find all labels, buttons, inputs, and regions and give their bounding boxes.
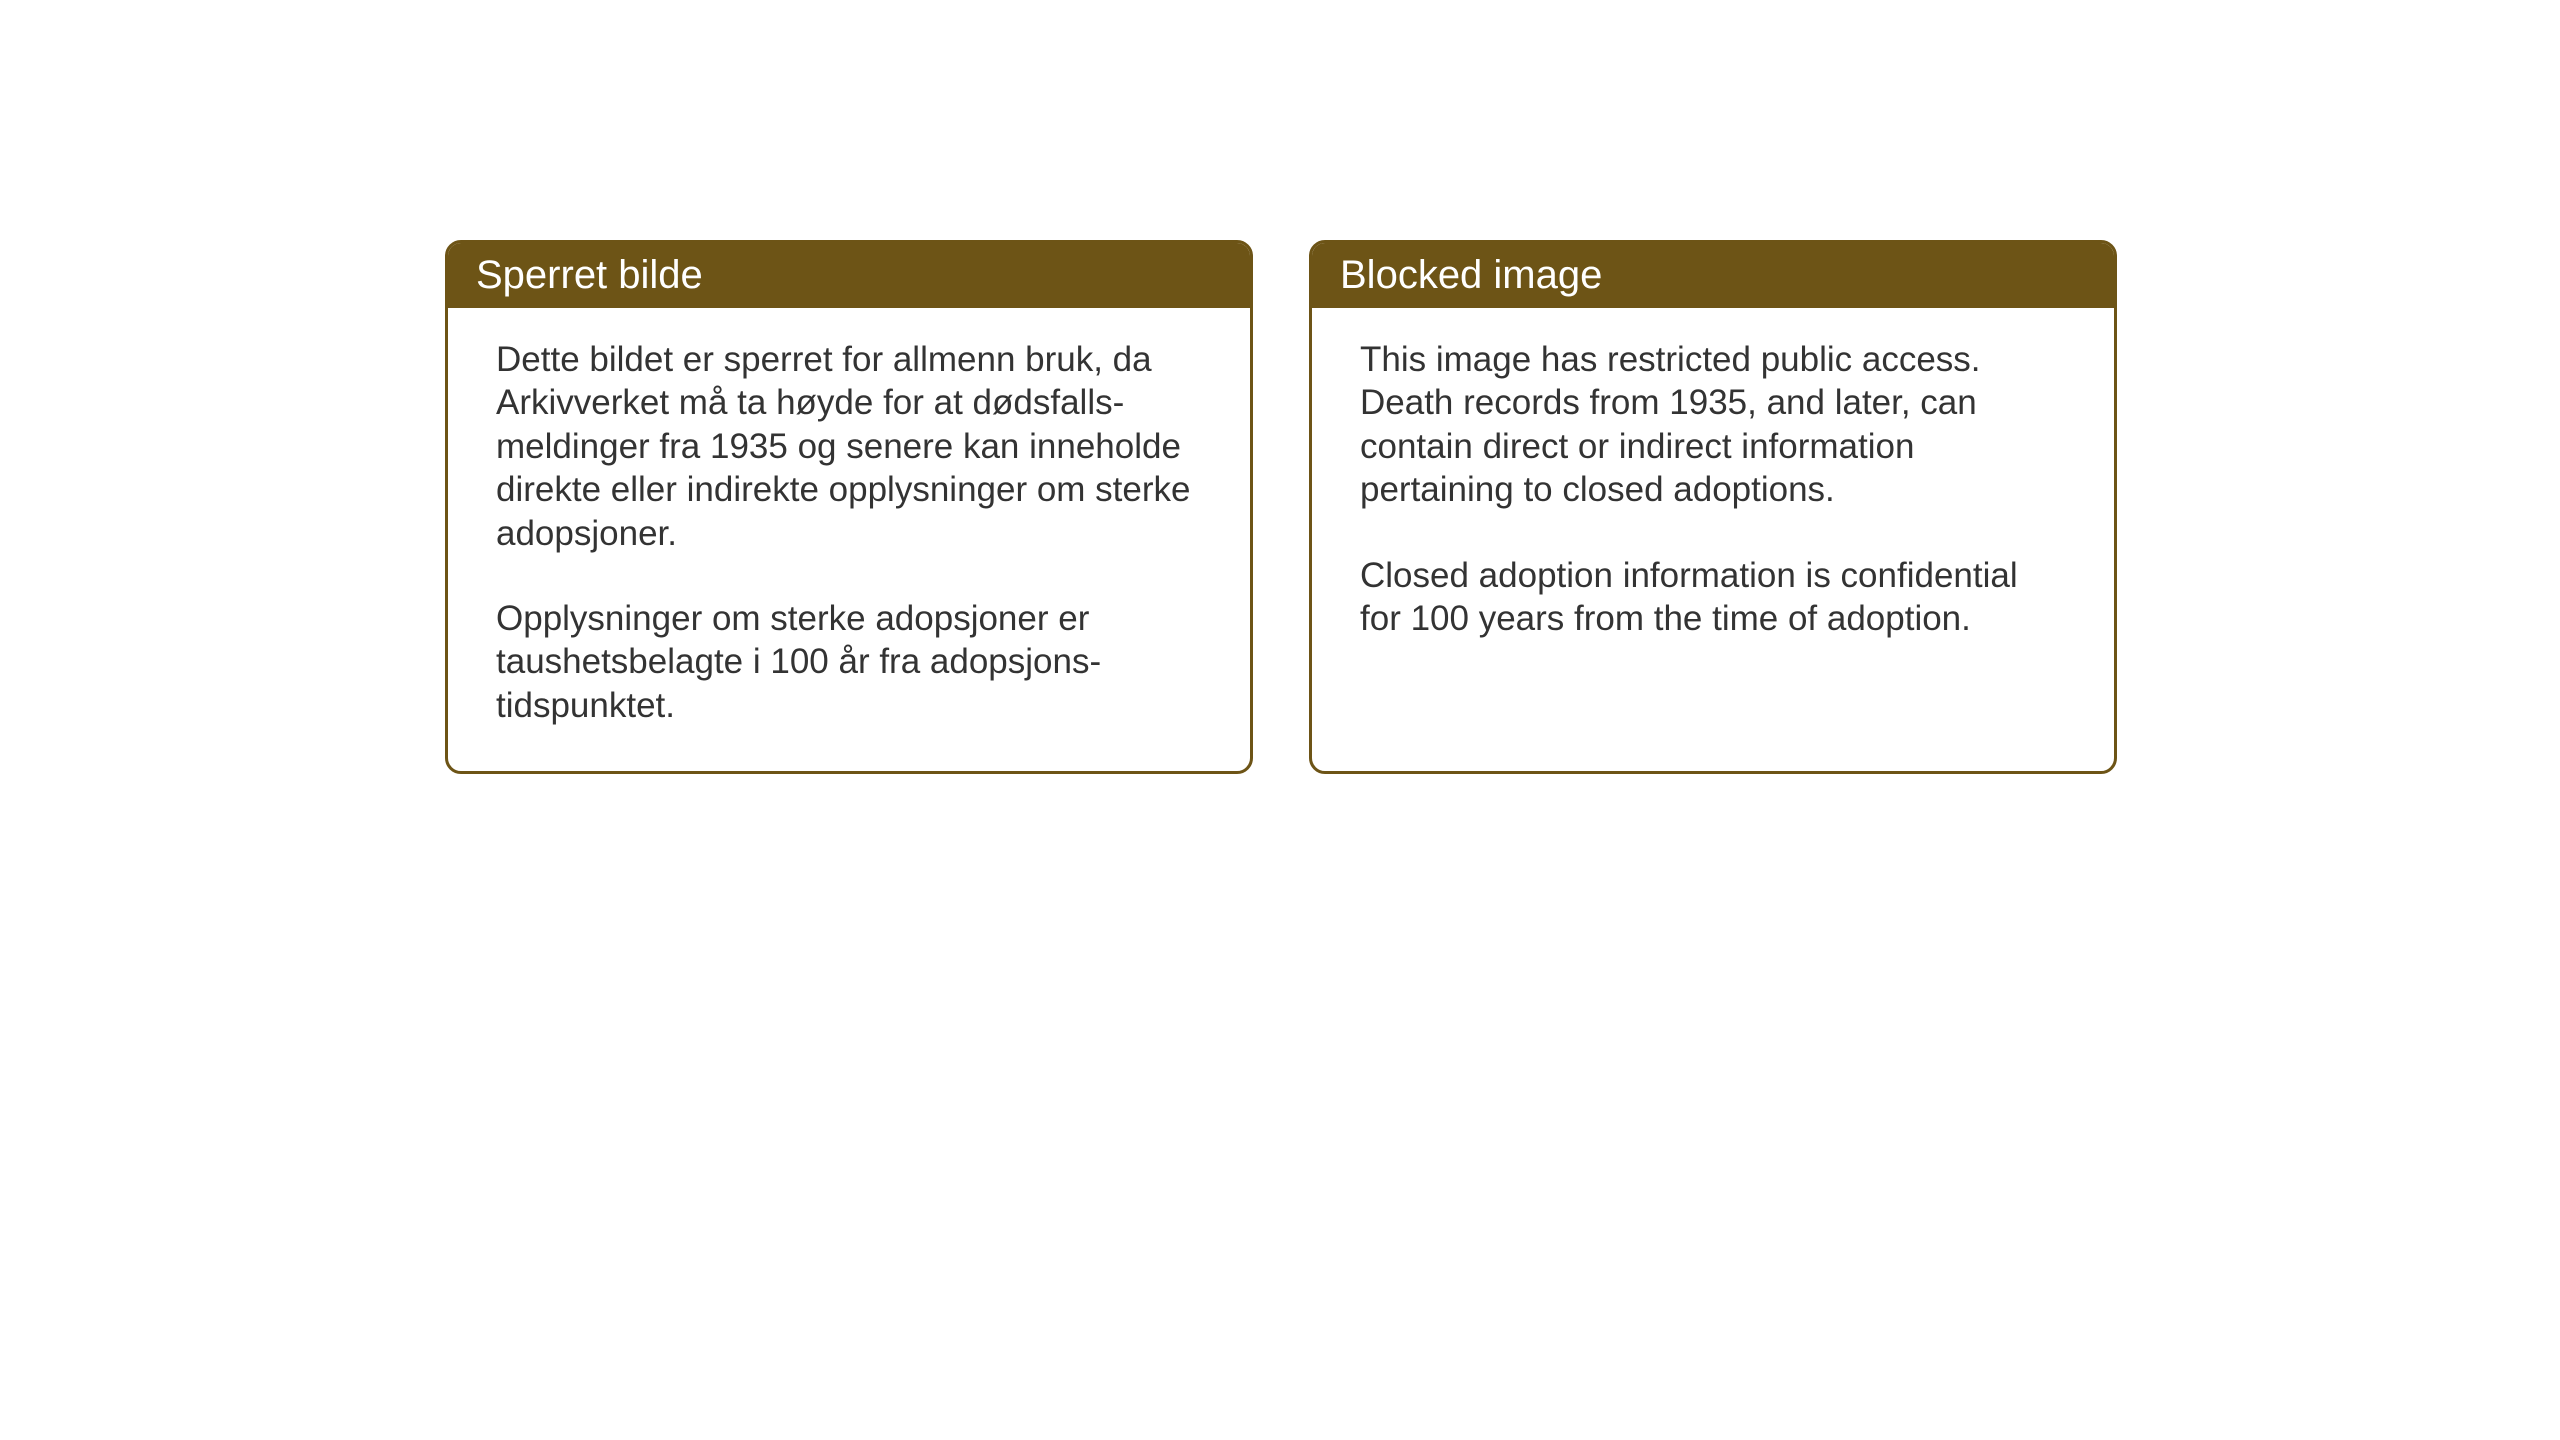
english-card: Blocked image This image has restricted …	[1309, 240, 2117, 774]
norwegian-card-title: Sperret bilde	[448, 243, 1250, 308]
english-card-title: Blocked image	[1312, 243, 2114, 308]
norwegian-paragraph-2: Opplysninger om sterke adopsjoner er tau…	[496, 597, 1202, 727]
norwegian-paragraph-1: Dette bildet er sperret for allmenn bruk…	[496, 338, 1202, 555]
norwegian-card: Sperret bilde Dette bildet er sperret fo…	[445, 240, 1253, 774]
english-paragraph-2: Closed adoption information is confident…	[1360, 554, 2066, 641]
english-card-body: This image has restricted public access.…	[1312, 308, 2114, 684]
cards-container: Sperret bilde Dette bildet er sperret fo…	[445, 240, 2117, 774]
norwegian-card-body: Dette bildet er sperret for allmenn bruk…	[448, 308, 1250, 771]
english-paragraph-1: This image has restricted public access.…	[1360, 338, 2066, 512]
